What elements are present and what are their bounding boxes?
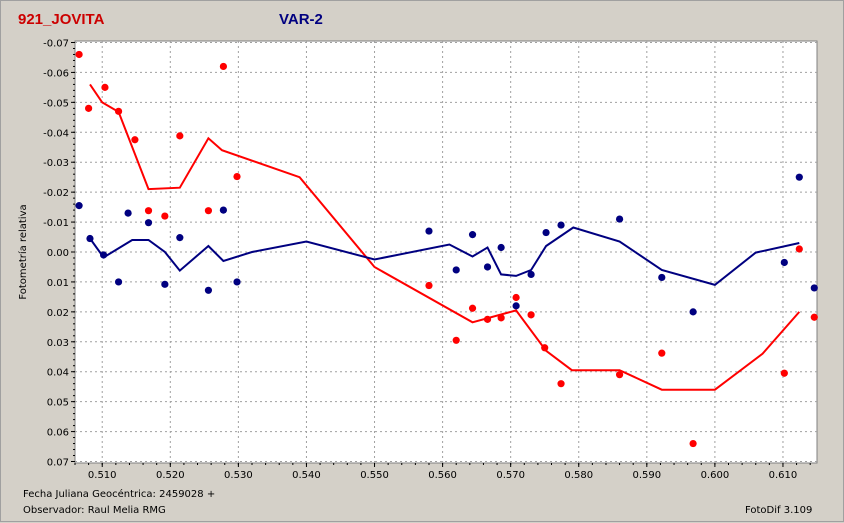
- variable-label: VAR-2: [279, 11, 323, 28]
- data-point: [527, 270, 535, 279]
- data-point: [542, 228, 550, 237]
- data-point: [99, 251, 108, 259]
- x-tick-label: 0.550: [360, 470, 389, 481]
- y-tick-label: 0.04: [47, 368, 69, 379]
- trend-line: [89, 226, 800, 287]
- x-tick-label: 0.570: [496, 470, 525, 481]
- data-point: [114, 278, 123, 286]
- data-point: [795, 173, 803, 181]
- data-point: [541, 344, 549, 352]
- data-point: [527, 311, 535, 319]
- series: [75, 50, 818, 448]
- data-point: [557, 221, 565, 229]
- y-tick-label: 0.07: [47, 458, 69, 469]
- data-point: [85, 104, 93, 112]
- data-point: [483, 315, 492, 323]
- data-point: [144, 219, 153, 227]
- y-tick-label: -0.04: [43, 128, 69, 139]
- data-point: [658, 349, 666, 357]
- x-tick-label: 0.580: [564, 470, 593, 481]
- series-1: [75, 173, 818, 316]
- x-tick-label: 0.510: [88, 470, 117, 481]
- data-point: [615, 371, 624, 379]
- data-point: [497, 314, 505, 322]
- axes: 0.510 0.520 0.530 0.540 0.550 0.560 0.570 0.580…: [43, 38, 811, 481]
- y-tick-label: 0.03: [47, 338, 69, 349]
- data-point: [114, 107, 123, 115]
- data-point: [615, 215, 624, 223]
- data-point: [75, 202, 83, 210]
- object-title: 921_JOVITA: [18, 11, 105, 28]
- software-label: FotoDif 3.109: [745, 505, 813, 516]
- data-point: [658, 273, 666, 282]
- data-point: [86, 234, 94, 243]
- x-tick-label: 0.600: [701, 470, 730, 481]
- data-point: [161, 280, 169, 288]
- y-tick-label: -0.01: [43, 218, 69, 229]
- data-point: [425, 227, 433, 235]
- data-point: [233, 172, 241, 181]
- series-0: [75, 50, 818, 448]
- data-point: [689, 439, 697, 448]
- data-point: [101, 83, 109, 91]
- y-tick-label: -0.07: [43, 38, 69, 49]
- grid: [75, 41, 817, 463]
- y-tick-label: 0.06: [47, 428, 69, 439]
- y-axis-label: Fotometría relativa: [17, 204, 29, 299]
- data-point: [219, 206, 227, 214]
- data-point: [780, 258, 788, 267]
- data-point: [795, 245, 803, 253]
- data-point: [204, 207, 213, 215]
- data-point: [468, 304, 477, 312]
- data-point: [75, 50, 83, 59]
- observer-label: Observador: Raul Melia RMG: [23, 505, 166, 516]
- data-point: [452, 336, 460, 344]
- data-point: [497, 243, 505, 252]
- data-point: [233, 278, 241, 286]
- y-tick-label: -0.05: [43, 98, 69, 109]
- y-tick-label: 0.05: [47, 398, 69, 409]
- x-tick-label: 0.610: [769, 470, 798, 481]
- data-point: [689, 308, 697, 316]
- data-point: [810, 313, 818, 321]
- data-point: [452, 266, 460, 274]
- data-point: [131, 136, 139, 144]
- data-point: [144, 207, 153, 215]
- data-point: [176, 234, 184, 242]
- y-tick-label: 0.00: [47, 248, 69, 259]
- data-point: [557, 380, 565, 388]
- data-point: [425, 281, 433, 290]
- x-tick-label: 0.540: [292, 470, 321, 481]
- y-tick-label: -0.02: [43, 188, 69, 199]
- data-point: [780, 369, 788, 377]
- x-tick-label: 0.560: [428, 470, 457, 481]
- data-point: [161, 212, 169, 220]
- x-tick-label: 0.590: [632, 470, 661, 481]
- y-tick-label: 0.01: [47, 278, 69, 289]
- data-point: [124, 209, 132, 217]
- data-point: [176, 132, 184, 140]
- data-point: [483, 263, 492, 271]
- data-point: [204, 286, 213, 294]
- data-point: [512, 302, 520, 310]
- y-tick-label: -0.06: [43, 68, 69, 79]
- data-point: [512, 293, 520, 302]
- y-tick-label: 0.02: [47, 308, 69, 319]
- y-tick-label: -0.03: [43, 158, 69, 169]
- data-point: [219, 62, 227, 71]
- trend-line: [89, 83, 801, 391]
- data-point: [468, 231, 477, 239]
- x-tick-label: 0.530: [224, 470, 253, 481]
- x-tick-label: 0.520: [156, 470, 185, 481]
- data-point: [810, 284, 818, 292]
- julian-date-label: Fecha Juliana Geocéntrica: 2459028 +: [23, 489, 216, 500]
